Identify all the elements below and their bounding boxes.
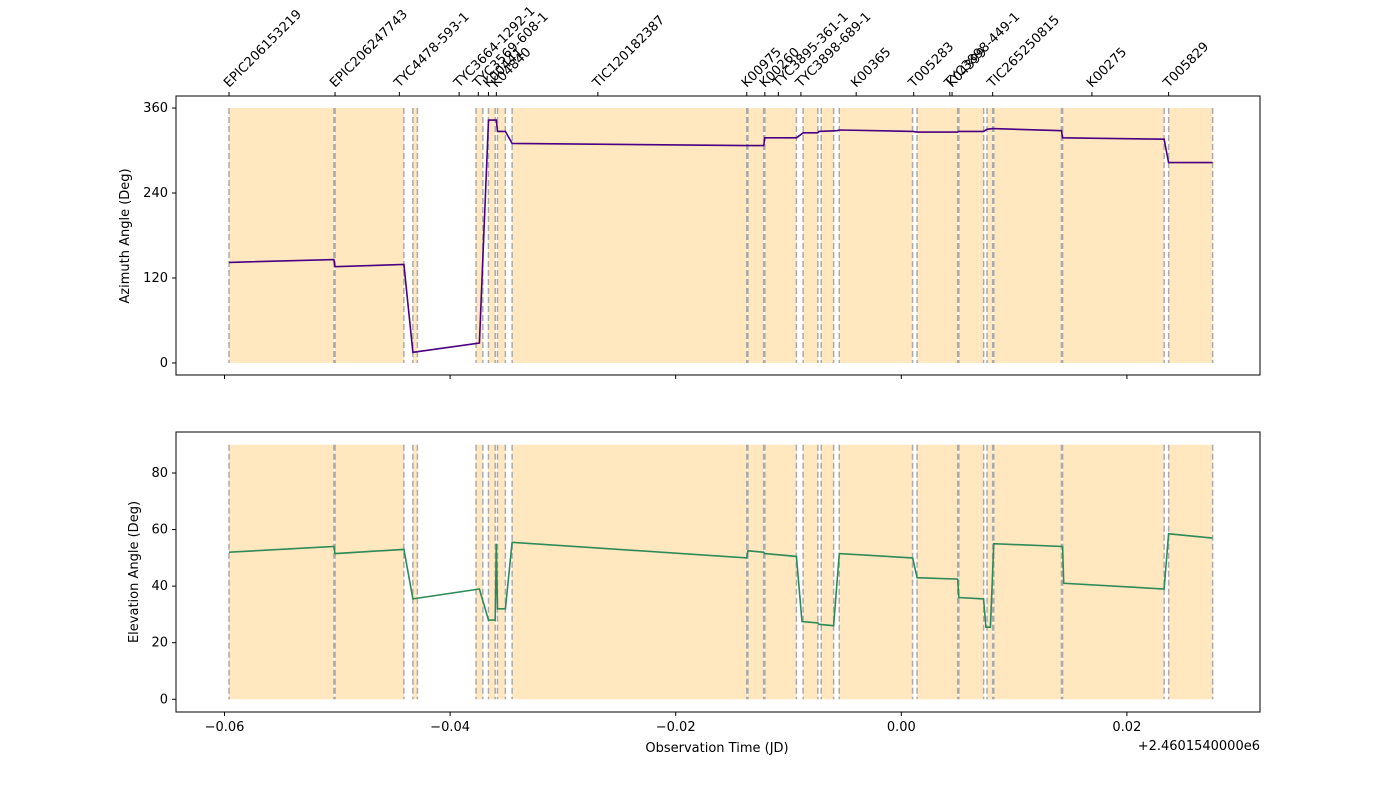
y-tick-label: 120 xyxy=(143,271,168,286)
observation-window xyxy=(512,108,747,363)
observation-window xyxy=(497,444,506,700)
y-tick-label: 240 xyxy=(143,186,168,201)
observation-window xyxy=(476,108,483,363)
target-label: K00275 xyxy=(1084,45,1130,91)
observation-window xyxy=(803,444,818,700)
observation-window xyxy=(917,444,958,700)
y-tick-label: 60 xyxy=(151,523,168,538)
axes-frame xyxy=(175,95,1261,376)
observation-window xyxy=(229,108,334,363)
target-label: K00365 xyxy=(848,45,894,91)
observation-window xyxy=(839,444,913,700)
observation-window xyxy=(747,108,764,363)
azimuth-series-line xyxy=(228,119,1213,354)
observation-window xyxy=(747,444,764,700)
observation-window xyxy=(1062,108,1165,363)
observation-window xyxy=(412,108,418,363)
top-target-axis: EPIC206153219 EPIC206247743TYC4478-593-1T… xyxy=(221,4,1212,96)
observation-window xyxy=(803,108,818,363)
observation-window xyxy=(412,444,418,700)
y-tick-label: 0 xyxy=(160,692,168,707)
elevation-series-line xyxy=(228,532,1213,628)
observation-window xyxy=(1062,444,1165,700)
observation-window xyxy=(958,444,984,700)
x-tick-label: −0.04 xyxy=(430,720,470,735)
y-tick-label: 0 xyxy=(160,356,168,371)
y-tick-label: 20 xyxy=(151,636,168,651)
x-offset-label: +2.4601540000e6 xyxy=(1138,739,1260,754)
observation-window xyxy=(488,444,496,700)
target-label: TIC120182387 xyxy=(589,13,668,92)
x-tick-label: −0.02 xyxy=(656,720,696,735)
elevation-ylabel: Elevation Angle (Deg) xyxy=(127,501,142,643)
observation-window xyxy=(993,108,1062,363)
observation-window xyxy=(987,444,993,700)
axes-frame xyxy=(175,431,1261,713)
observation-window xyxy=(476,444,483,700)
observation-window xyxy=(335,108,404,363)
y-tick-label: 40 xyxy=(151,579,168,594)
observation-window xyxy=(335,444,404,700)
observation-window xyxy=(229,444,334,700)
observation-window xyxy=(1168,444,1213,700)
observation-window xyxy=(821,444,834,700)
observation-window xyxy=(839,108,913,363)
y-tick-label: 360 xyxy=(143,101,168,116)
target-label: T005829 xyxy=(1160,40,1212,92)
x-tick-label: −0.06 xyxy=(205,720,245,735)
azimuth-ylabel: Azimuth Angle (Deg) xyxy=(118,168,133,303)
y-tick-label: 80 xyxy=(151,466,168,481)
observation-window xyxy=(497,108,506,363)
observation-window xyxy=(1168,108,1213,363)
observation-window xyxy=(958,108,984,363)
observation-window xyxy=(764,108,797,363)
target-label: TIC265250815 xyxy=(984,13,1063,92)
observation-window xyxy=(917,108,958,363)
target-label: EPIC206153219 xyxy=(221,7,305,91)
observation-window xyxy=(993,444,1062,700)
elevation-panel: Elevation Angle (Deg) Observation Time (… xyxy=(127,431,1261,756)
observation-window xyxy=(488,108,496,363)
x-axis-label: Observation Time (JD) xyxy=(645,741,788,756)
azimuth-panel: Azimuth Angle (Deg) 0 120 240 360 xyxy=(118,95,1261,379)
x-tick-label: 0.00 xyxy=(887,720,916,735)
observation-window xyxy=(987,108,993,363)
observation-window xyxy=(512,444,747,700)
observation-window xyxy=(764,444,797,700)
x-tick-label: 0.02 xyxy=(1112,720,1141,735)
observation-window xyxy=(821,108,834,363)
